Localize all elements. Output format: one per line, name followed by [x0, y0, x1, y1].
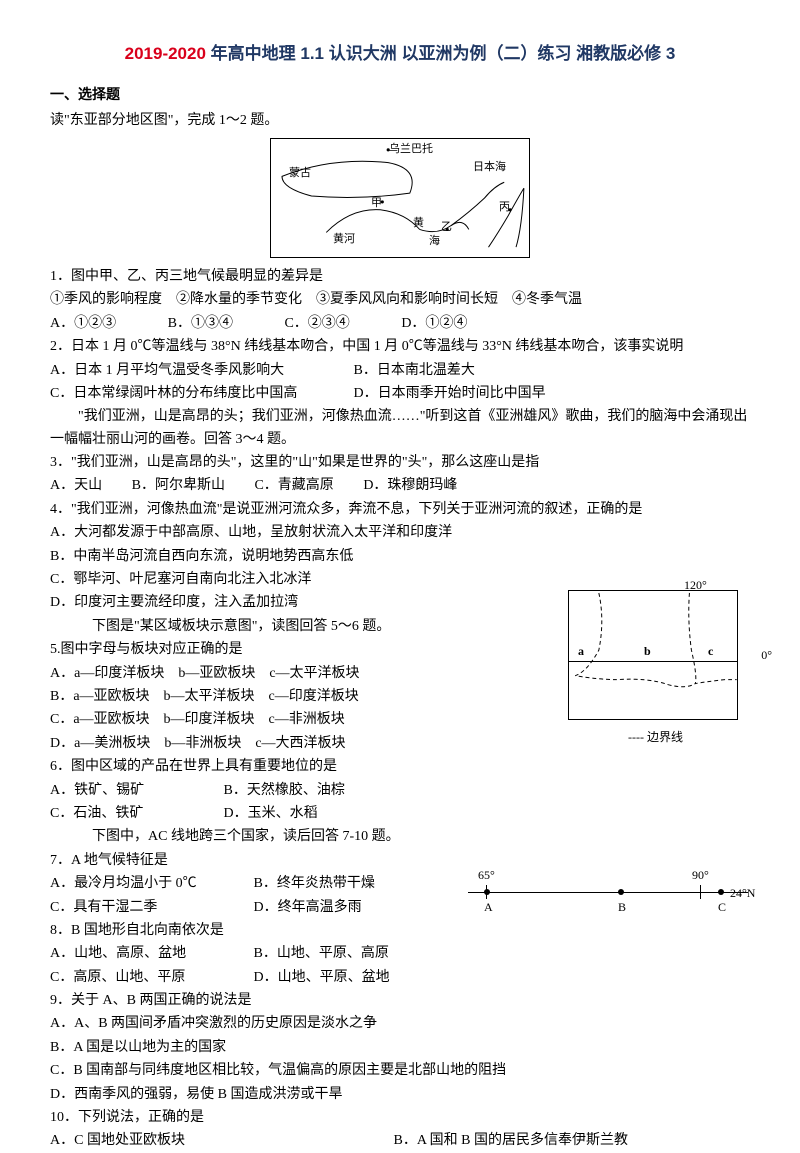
- intro-2: "我们亚洲，山是高昂的头；我们亚洲，河像热血流……"听到这首《亚洲雄风》歌曲，我…: [50, 406, 750, 451]
- q3-options: A．天山 B．阿尔卑斯山 C．青藏高原 D．珠穆朗玛峰: [50, 475, 750, 497]
- q8-B: B．山地、平原、高原: [254, 946, 389, 961]
- q7-A: A．最冷月均温小于 0℃: [50, 873, 250, 895]
- q10-B: B．A 国和 B 国的居民多信奉伊斯兰教: [394, 1133, 629, 1148]
- line-65: 65°: [478, 866, 495, 885]
- map-label-yi: 乙: [441, 219, 452, 237]
- q1-options: A．①②③ B．①③④ C．②③④ D．①②④: [50, 313, 750, 335]
- map-label-jia: 甲: [371, 195, 382, 213]
- q6-D: D．玉米、水稻: [224, 806, 318, 821]
- q1-A: A．①②③: [50, 313, 116, 335]
- q4-stem: 4．"我们亚洲，河像热血流"是说亚洲河流众多，奔流不息，下列关于亚洲河流的叙述，…: [50, 499, 750, 521]
- section-header: 一、选择题: [50, 85, 750, 107]
- q7-C: C．具有干湿二季: [50, 897, 250, 919]
- q10-A: A．C 国地处亚欧板块: [50, 1130, 390, 1152]
- q1-B: B．①③④: [168, 313, 233, 335]
- plate-a: a: [578, 642, 584, 661]
- ac-line-figure: 65° 90° 24°N A B C: [468, 862, 748, 922]
- map-label-sea-japan: 日本海: [473, 159, 506, 177]
- line-24n: 24°N: [730, 884, 755, 903]
- q8-row2: C．高原、山地、平原 D．山地、平原、盆地: [50, 967, 750, 989]
- q9-C: C．B 国南部与同纬度地区相比较，气温偏高的原因主要是北部山地的阻挡: [50, 1060, 750, 1082]
- q2-stem: 2．日本 1 月 0℃等温线与 38°N 纬线基本吻合，中国 1 月 0℃等温线…: [50, 336, 750, 358]
- q3-A: A．天山: [50, 475, 102, 497]
- q9-B: B．A 国是以山地为主的国家: [50, 1037, 750, 1059]
- q9-D: D．西南季风的强弱，易使 B 国造成洪涝或干旱: [50, 1084, 750, 1106]
- q7-B: B．终年炎热带干燥: [254, 876, 375, 891]
- q2-C: C．日本常绿阔叶林的分布纬度比中国高: [50, 383, 350, 405]
- q8-stem: 8．B 国地形自北向南依次是: [50, 920, 750, 942]
- q1-D: D．①②④: [401, 313, 467, 335]
- q3-D: D．珠穆朗玛峰: [363, 475, 457, 497]
- q2-A: A．日本 1 月平均气温受冬季风影响大: [50, 360, 350, 382]
- line-A: A: [484, 898, 493, 917]
- q1-stem: 1．图中甲、乙、丙三地气候最明显的差异是: [50, 266, 750, 288]
- dot-A: [484, 889, 490, 895]
- q6-C: C．石油、铁矿: [50, 803, 220, 825]
- line-B: B: [618, 898, 626, 917]
- map-label-mongolia: 蒙古: [289, 165, 311, 183]
- line-C: C: [718, 898, 726, 917]
- q10-stem: 10．下列说法，正确的是: [50, 1107, 750, 1129]
- q8-A: A．山地、高原、盆地: [50, 943, 250, 965]
- q2-row2: C．日本常绿阔叶林的分布纬度比中国高 D．日本雨季开始时间比中国早: [50, 383, 750, 405]
- q8-row1: A．山地、高原、盆地 B．山地、平原、高原: [50, 943, 750, 965]
- q6-row2: C．石油、铁矿 D．玉米、水稻: [50, 803, 750, 825]
- dot-B: [618, 889, 624, 895]
- dot-C: [718, 889, 724, 895]
- plate-c: c: [708, 642, 713, 661]
- tick-90: [700, 885, 701, 899]
- q6-stem: 6．图中区域的产品在世界上具有重要地位的是: [50, 756, 750, 778]
- q4-A: A．大河都发源于中部高原、山地，呈放射状流入太平洋和印度洋: [50, 522, 750, 544]
- plate-lat: 0°: [761, 646, 772, 665]
- title-year: 2019-2020: [125, 44, 206, 63]
- q8-D: D．山地、平原、盆地: [254, 970, 390, 985]
- q2-row1: A．日本 1 月平均气温受冬季风影响大 B．日本南北温差大: [50, 360, 750, 382]
- q2-D: D．日本雨季开始时间比中国早: [354, 386, 546, 401]
- q1-C: C．②③④: [284, 313, 349, 335]
- q3-stem: 3．"我们亚洲，山是高昂的头"，这里的"山"如果是世界的"头"，那么这座山是指: [50, 452, 750, 474]
- q1-circled: ①季风的影响程度 ②降水量的季节变化 ③夏季风风向和影响时间长短 ④冬季气温: [50, 289, 750, 311]
- q8-C: C．高原、山地、平原: [50, 967, 250, 989]
- q6-row1: A．铁矿、锡矿 B．天然橡胶、油棕: [50, 780, 750, 802]
- line-90: 90°: [692, 866, 709, 885]
- plate-lon: 120°: [684, 576, 707, 595]
- q3-B: B．阿尔卑斯山: [132, 475, 225, 497]
- map-label-bing: 丙: [499, 199, 510, 217]
- map-svg: [271, 139, 529, 257]
- q10-row: A．C 国地处亚欧板块 B．A 国和 B 国的居民多信奉伊斯兰教: [50, 1130, 750, 1152]
- page-title: 2019-2020 年高中地理 1.1 认识大洲 以亚洲为例（二）练习 湘教版必…: [50, 40, 750, 67]
- q3-C: C．青藏高原: [254, 475, 333, 497]
- q9-A: A．A、B 两国间矛盾冲突激烈的历史原因是淡水之争: [50, 1013, 750, 1035]
- map-label-yellow-river: 黄河: [333, 231, 355, 249]
- q7-D: D．终年高温多雨: [254, 900, 362, 915]
- q4-B: B．中南半岛河流自西向东流，说明地势西高东低: [50, 546, 750, 568]
- q2-B: B．日本南北温差大: [354, 363, 475, 378]
- q9-stem: 9．关于 A、B 两国正确的说法是: [50, 990, 750, 1012]
- plate-figure: 120° 0° a b c ---- 边界线: [568, 580, 748, 750]
- intro-4: 下图中，AC 线地跨三个国家，读后回答 7-10 题。: [50, 826, 750, 848]
- q6-B: B．天然橡胶、油棕: [224, 783, 345, 798]
- east-asia-map: 乌兰巴托 蒙古 日本海 甲 黄河 黄 海 乙 丙: [270, 138, 530, 258]
- map-label-huang: 黄: [413, 215, 424, 233]
- plate-b: b: [644, 642, 651, 661]
- map-label-hai: 海: [429, 233, 440, 251]
- intro-1: 读"东亚部分地区图"，完成 1～2 题。: [50, 110, 750, 132]
- plate-legend: ---- 边界线: [628, 728, 683, 747]
- q6-A: A．铁矿、锡矿: [50, 780, 220, 802]
- title-rest: 年高中地理 1.1 认识大洲 以亚洲为例（二）练习 湘教版必修 3: [206, 44, 675, 63]
- baseline: [468, 892, 748, 893]
